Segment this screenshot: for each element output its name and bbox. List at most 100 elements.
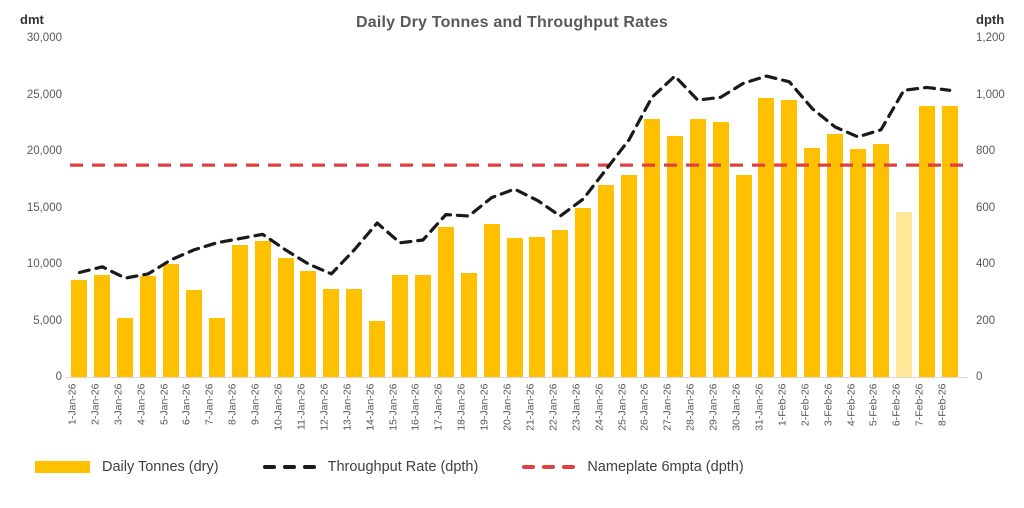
x-axis-label: 27-Jan-26: [661, 383, 674, 431]
x-axis-label: 8-Jan-26: [226, 383, 239, 425]
daily-tonnes-bar-6-Jan-26: [185, 289, 202, 377]
left-axis-tick: 5,000: [33, 314, 62, 327]
x-axis-label: 6-Feb-26: [890, 383, 903, 427]
x-axis-label: 5-Jan-26: [158, 383, 171, 425]
x-axis-label: 30-Jan-26: [730, 383, 743, 431]
daily-tonnes-bar-8-Feb-26: [941, 105, 958, 377]
daily-tonnes-bar-29-Jan-26: [712, 121, 729, 377]
x-axis-label: 10-Jan-26: [272, 383, 285, 431]
x-axis-label: 3-Jan-26: [112, 383, 125, 425]
daily-tonnes-bar-4-Jan-26: [140, 276, 157, 377]
daily-tonnes-bar-22-Jan-26: [552, 230, 569, 377]
daily-tonnes-bar-3-Jan-26: [117, 318, 134, 377]
right-axis-tick: 1,200: [976, 32, 1005, 44]
x-axis-label: 31-Jan-26: [753, 383, 766, 431]
daily-tonnes-bar-17-Jan-26: [437, 226, 454, 377]
daily-tonnes-bar-30-Jan-26: [735, 174, 752, 377]
legend-label: Nameplate 6mpta (dpth): [587, 459, 744, 475]
daily-tonnes-bar-8-Jan-26: [231, 244, 248, 377]
x-axis-label: 26-Jan-26: [638, 383, 651, 431]
x-axis-label: 14-Jan-26: [364, 383, 377, 431]
daily-tonnes-bar-31-Jan-26: [758, 97, 775, 377]
daily-tonnes-bar-5-Jan-26: [163, 264, 180, 377]
x-axis-label: 18-Jan-26: [455, 383, 468, 431]
daily-tonnes-bar-10-Jan-26: [277, 258, 294, 377]
right-axis-tick: 400: [976, 258, 996, 270]
daily-tonnes-bar-2-Jan-26: [94, 275, 111, 377]
daily-tonnes-bar-13-Jan-26: [346, 288, 363, 377]
right-axis-tick: 0: [976, 371, 983, 383]
x-axis-label: 1-Jan-26: [66, 383, 79, 425]
legend: Daily Tonnes (dry) Throughput Rate (dpth…: [35, 459, 744, 475]
x-axis-label: 3-Feb-26: [822, 383, 835, 427]
x-axis-label: 4-Feb-26: [845, 383, 858, 427]
daily-tonnes-bar-18-Jan-26: [460, 273, 477, 377]
x-axis-label: 15-Jan-26: [387, 383, 400, 431]
x-axis-label: 4-Jan-26: [135, 383, 148, 425]
daily-tonnes-bar-14-Jan-26: [369, 320, 386, 377]
left-axis-tick: 30,000: [26, 32, 62, 44]
daily-tonnes-bar-11-Jan-26: [300, 270, 317, 377]
legend-label: Throughput Rate (dpth): [327, 459, 479, 475]
daily-tonnes-bar-2-Feb-26: [804, 147, 821, 377]
x-axis-label: 13-Jan-26: [341, 383, 354, 431]
daily-tonnes-bar-6-Feb-26: [895, 212, 912, 377]
x-axis-label: 7-Feb-26: [913, 383, 926, 427]
x-axis-label: 16-Jan-26: [409, 383, 422, 431]
x-axis-label: 22-Jan-26: [547, 383, 560, 431]
x-axis-label: 6-Jan-26: [180, 383, 193, 425]
right-axis-tick: 1,000: [976, 88, 1005, 101]
x-axis-label: 1-Feb-26: [776, 383, 789, 427]
daily-tonnes-bar-7-Feb-26: [918, 105, 935, 377]
daily-tonnes-bar-19-Jan-26: [483, 224, 500, 377]
legend-item-nameplate: Nameplate 6mpta (dpth): [522, 459, 744, 475]
daily-tonnes-swatch: [35, 461, 90, 473]
x-axis-label: 17-Jan-26: [432, 383, 445, 431]
legend-label: Daily Tonnes (dry): [102, 459, 219, 475]
daily-tonnes-bar-15-Jan-26: [392, 275, 409, 377]
throughput-rate-swatch: [262, 465, 316, 469]
chart-title: Daily Dry Tonnes and Throughput Rates: [355, 14, 669, 31]
daily-tonnes-bar-25-Jan-26: [621, 174, 638, 377]
left-axis-tick: 10,000: [26, 258, 62, 270]
daily-tonnes-bar-23-Jan-26: [575, 207, 592, 377]
x-axis-label: 7-Jan-26: [203, 383, 216, 425]
daily-tonnes-bar-28-Jan-26: [689, 119, 706, 377]
daily-tonnes-bar-4-Feb-26: [850, 148, 867, 377]
daily-tonnes-bar-16-Jan-26: [414, 275, 431, 377]
x-axis-label: 28-Jan-26: [684, 383, 697, 431]
x-axis-label: 8-Feb-26: [936, 383, 949, 427]
right-axis-tick: 200: [976, 314, 996, 327]
left-axis-tick: 0: [55, 371, 62, 383]
legend-item-throughput-rate: Throughput Rate (dpth): [262, 459, 479, 475]
left-axis-tick: 20,000: [26, 145, 62, 157]
x-axis-label: 5-Feb-26: [867, 383, 880, 427]
x-axis-label: 12-Jan-26: [318, 383, 331, 431]
daily-tonnes-bar-24-Jan-26: [598, 184, 615, 377]
left-axis-unit: dmt: [20, 12, 44, 27]
x-axis-label: 29-Jan-26: [707, 383, 720, 431]
daily-tonnes-bar-1-Jan-26: [71, 279, 88, 377]
x-axis-line: [66, 377, 968, 378]
daily-tonnes-bar-12-Jan-26: [323, 288, 340, 377]
daily-tonnes-bar-3-Feb-26: [827, 134, 844, 377]
x-axis-label: 23-Jan-26: [570, 383, 583, 431]
daily-tonnes-bar-7-Jan-26: [208, 318, 225, 377]
daily-tonnes-bar-20-Jan-26: [506, 238, 523, 377]
daily-tonnes-bar-26-Jan-26: [643, 119, 660, 377]
x-axis-label: 2-Jan-26: [89, 383, 102, 425]
x-axis-label: 19-Jan-26: [478, 383, 491, 431]
x-axis-label: 21-Jan-26: [524, 383, 537, 431]
daily-tonnes-bar-9-Jan-26: [254, 241, 271, 377]
x-axis-label: 2-Feb-26: [799, 383, 812, 427]
daily-tonnes-bar-27-Jan-26: [666, 136, 683, 377]
right-axis-tick: 800: [976, 145, 996, 157]
legend-item-daily-tonnes: Daily Tonnes (dry): [35, 459, 219, 475]
left-axis-tick: 25,000: [26, 88, 62, 101]
right-axis-unit: dpth: [976, 12, 1005, 27]
daily-tonnes-bar-1-Feb-26: [781, 100, 798, 377]
x-axis-label: 24-Jan-26: [593, 383, 606, 431]
x-axis-label: 9-Jan-26: [249, 383, 262, 425]
right-axis-tick: 600: [976, 201, 996, 214]
